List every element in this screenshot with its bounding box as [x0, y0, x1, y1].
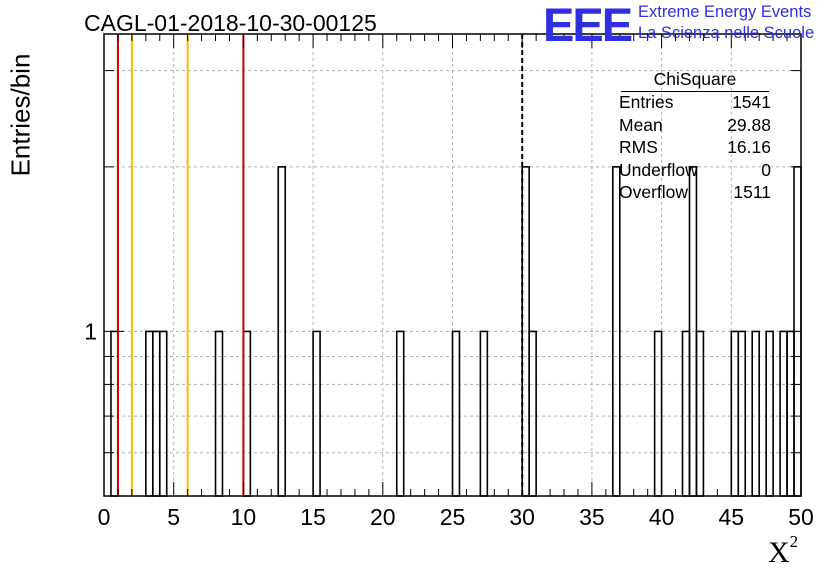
x-tick-label: 0 — [98, 504, 111, 530]
x-axis-label-base: X — [768, 536, 790, 569]
x-axis-label-superscript: 2 — [789, 532, 799, 551]
eee-logo: EEE — [543, 0, 633, 51]
stats-row-mean: Mean 29.88 — [611, 115, 779, 138]
stats-key: Underflow — [619, 159, 698, 180]
x-tick-label: 40 — [649, 504, 675, 530]
eee-logo-caption: Extreme Energy Events La Scienza nelle S… — [638, 2, 814, 44]
stats-box: ChiSquare Entries 1541 Mean 29.88 RMS 16… — [611, 69, 779, 205]
stats-key: Overflow — [619, 182, 689, 202]
x-tick-label: 45 — [719, 504, 745, 530]
axis-ticks: 0 5 10 15 20 25 30 35 40 45 50 1 — [84, 34, 814, 530]
stats-value: 16.16 — [727, 137, 771, 157]
stats-value: 1541 — [732, 92, 771, 112]
x-tick-label: 35 — [579, 504, 605, 530]
stats-value: 29.88 — [727, 114, 771, 135]
chart-title: CAGL-01-2018-10-30-00125 — [84, 10, 377, 36]
logo-caption-line1: Extreme Energy Events — [638, 3, 812, 21]
x-tick-label: 5 — [167, 504, 180, 530]
stats-key: RMS — [619, 137, 658, 157]
threshold-lines — [116, 34, 524, 496]
x-tick-label: 20 — [370, 504, 396, 530]
x-tick-label: 15 — [300, 504, 326, 530]
logo-caption-line2: La Scienza nelle Scuole — [638, 24, 815, 42]
stats-value: 0 — [761, 159, 771, 180]
stats-key: Entries — [619, 92, 674, 112]
stats-row-rms: RMS 16.16 — [611, 137, 779, 160]
stats-row-overflow: Overflow 1511 — [611, 182, 779, 205]
x-tick-label: 30 — [509, 504, 535, 530]
stats-row-underflow: Underflow 0 — [611, 160, 779, 183]
stats-row-entries: Entries 1541 — [611, 92, 779, 115]
stats-key: Mean — [619, 114, 663, 135]
x-tick-label: 10 — [231, 504, 257, 530]
stats-box-title: ChiSquare — [621, 69, 769, 92]
x-axis-label: X2 — [768, 532, 798, 570]
x-tick-label: 50 — [788, 504, 814, 530]
x-tick-label: 25 — [440, 504, 466, 530]
y-axis-label-box: Entries/bin — [6, 48, 36, 182]
stats-value: 1511 — [733, 182, 771, 202]
y-tick-label: 1 — [84, 318, 97, 344]
y-axis-label: Entries/bin — [5, 53, 36, 177]
